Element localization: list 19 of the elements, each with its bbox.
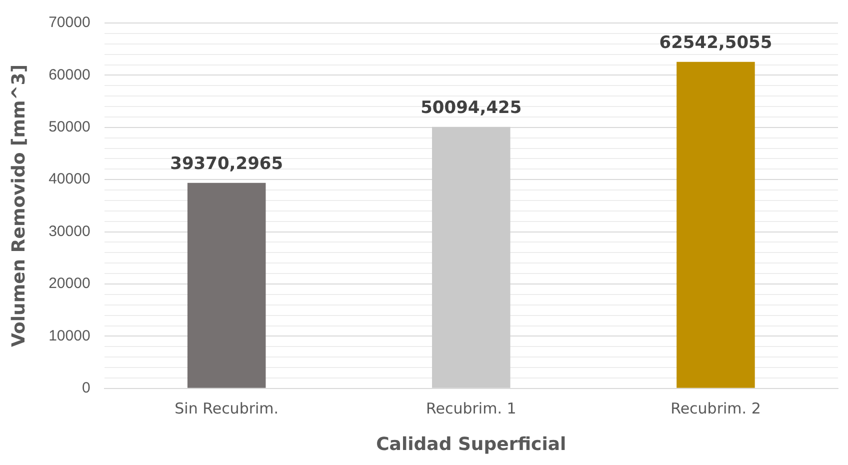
y-tick-label: 20000 (48, 275, 90, 292)
bar (676, 62, 755, 388)
y-tick-label: 40000 (48, 170, 90, 188)
bar (432, 126, 510, 388)
y-tick-label: 30000 (48, 222, 90, 240)
x-tick-label: Recubrim. 2 (670, 399, 761, 418)
y-tick-label: 70000 (48, 14, 90, 32)
bar (187, 182, 266, 388)
x-tick-label: Sin Recubrim. (174, 399, 279, 418)
x-axis-title: Calidad Superficial (376, 434, 566, 455)
y-tick-label: 0 (82, 380, 90, 397)
data-label: 50094,425 (420, 98, 522, 118)
y-tick-label: 10000 (48, 327, 90, 344)
y-tick-label: 60000 (48, 66, 90, 84)
data-label: 39370,2965 (170, 154, 284, 174)
data-label: 62542,5055 (659, 32, 772, 53)
y-tick-label: 50000 (48, 118, 90, 136)
x-tick-label: Recubrim. 1 (426, 399, 516, 418)
y-axis-title: Volumen Removido [mm^3] (8, 64, 30, 347)
